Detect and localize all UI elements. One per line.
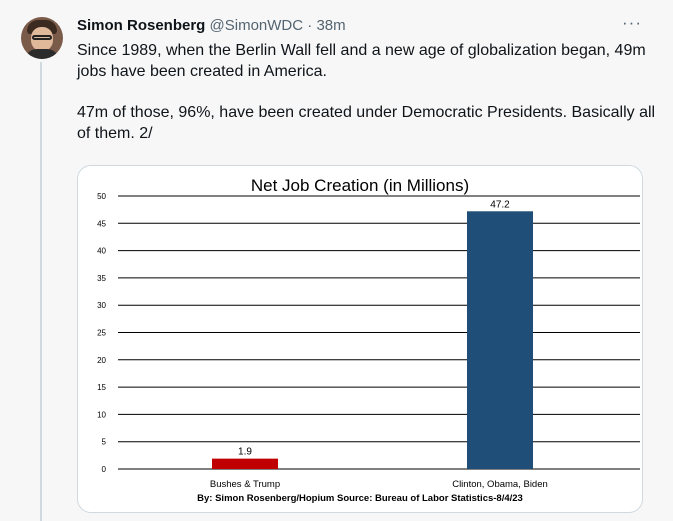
y-tick-label: 45 — [97, 219, 106, 228]
tweet-text: Since 1989, when the Berlin Wall fell an… — [77, 40, 667, 144]
tweet-header: Simon Rosenberg @SimonWDC · 38m — [77, 17, 346, 34]
chart-title: Net Job Creation (in Millions) — [250, 176, 470, 195]
time-separator: · — [303, 17, 317, 34]
author-handle[interactable]: @SimonWDC — [209, 17, 304, 34]
x-category-label: Clinton, Obama, Biden — [452, 479, 548, 490]
tweet-paragraph-2: 47m of those, 96%, have been created und… — [77, 104, 656, 142]
y-tick-label: 35 — [97, 274, 106, 283]
y-tick-label: 20 — [97, 356, 106, 365]
bar-2 — [467, 211, 533, 469]
bar-1 — [212, 458, 278, 469]
bar-chart: 0 5 10 15 20 25 30 35 40 45 50 1.9 Bushes & Trump 47.… — [97, 192, 640, 490]
y-tick-label: 5 — [102, 438, 107, 447]
thread-line — [40, 62, 42, 521]
data-label: 47.2 — [490, 199, 510, 210]
avatar[interactable] — [21, 17, 63, 59]
more-options-icon[interactable]: ··· — [622, 13, 642, 32]
x-category-label: Bushes & Trump — [210, 479, 280, 490]
y-tick-label: 15 — [97, 383, 106, 392]
y-tick-label: 40 — [97, 247, 106, 256]
tweet-paragraph-1: Since 1989, when the Berlin Wall fell an… — [77, 42, 646, 80]
y-tick-label: 10 — [97, 410, 106, 419]
y-tick-label: 30 — [97, 301, 106, 310]
chart-source: By: Simon Rosenberg/Hopium Source: Burea… — [197, 493, 523, 504]
data-label: 1.9 — [238, 447, 252, 458]
y-tick-label: 0 — [102, 465, 107, 474]
y-tick-label: 25 — [97, 329, 106, 338]
author-name[interactable]: Simon Rosenberg — [77, 17, 206, 34]
tweet-time[interactable]: 38m — [316, 17, 346, 34]
y-tick-label: 50 — [97, 192, 106, 201]
chart-image[interactable]: 0 5 10 15 20 25 30 35 40 45 50 1.9 Bushes & Trump 47.… — [77, 165, 643, 513]
